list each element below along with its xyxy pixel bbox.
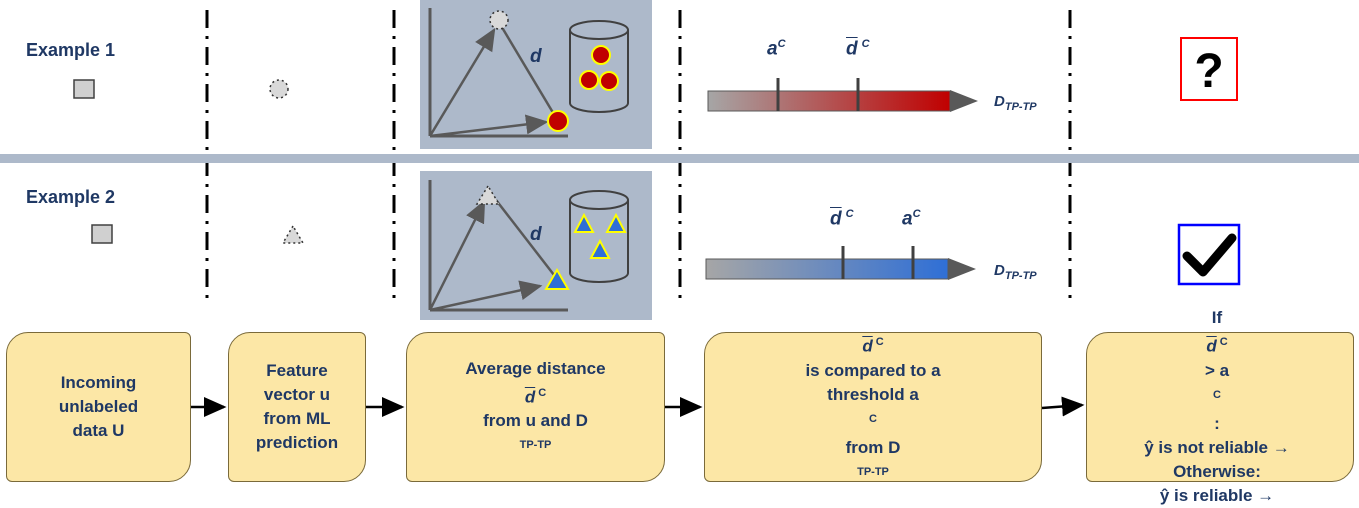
axis-label-2: DTP-TP (994, 262, 1037, 282)
feature-triangle-2 (281, 224, 305, 244)
threshold-scale-1 (707, 78, 978, 112)
diagram-canvas: ? ? (0, 0, 1359, 459)
distance-label-1: d (530, 46, 542, 67)
distance-plot-1 (420, 0, 652, 149)
row-divider (0, 154, 1359, 163)
distance-plot-2 (420, 171, 652, 320)
flow-arrows (190, 396, 1085, 417)
threshold-label-1: aC (767, 38, 786, 60)
input-square-2 (91, 224, 113, 244)
distance-label-2: d (530, 224, 542, 245)
threshold-scale-2 (705, 246, 976, 280)
axis-label-1: DTP-TP (994, 93, 1037, 113)
checkmark-icon (1177, 223, 1241, 286)
input-square-1 (73, 79, 95, 99)
column-separators (205, 10, 1072, 300)
step-feature-vector: Feature vector u from ML prediction (228, 332, 366, 482)
example-1-label: Example 1 (26, 40, 116, 60)
svg-text:?: ? (1194, 45, 1223, 98)
question-icon: ? (1180, 37, 1238, 101)
feature-circle-1 (269, 79, 289, 99)
threshold-label-2: aC (902, 208, 921, 230)
step-incoming-data: Incoming unlabeled data U (6, 332, 191, 482)
example-2-label: Example 2 (26, 187, 116, 207)
